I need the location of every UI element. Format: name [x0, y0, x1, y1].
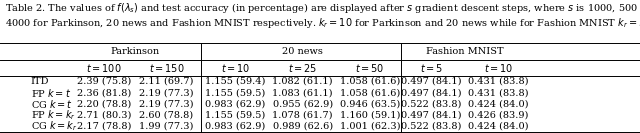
Text: 0.522 (83.8): 0.522 (83.8) — [401, 99, 461, 108]
Text: Parkinson: Parkinson — [111, 47, 160, 56]
Text: 0.497 (84.1): 0.497 (84.1) — [401, 88, 461, 97]
Text: 2.60 (78.8): 2.60 (78.8) — [140, 110, 193, 119]
Text: $t = 100$: $t = 100$ — [86, 62, 122, 74]
Text: Table 2. The values of $f(\lambda_s)$ and test accuracy (in percentage) are disp: Table 2. The values of $f(\lambda_s)$ an… — [5, 1, 640, 15]
Text: 0.522 (83.8): 0.522 (83.8) — [401, 122, 461, 131]
Text: 1.160 (59.1): 1.160 (59.1) — [340, 110, 400, 119]
Text: 0.424 (84.0): 0.424 (84.0) — [468, 122, 529, 131]
Text: 1.155 (59.4): 1.155 (59.4) — [205, 77, 266, 86]
Text: $t = 10$: $t = 10$ — [484, 62, 513, 74]
Text: 4000 for Parkinson, 20 news and Fashion MNIST respectively. $k_r = 10$ for Parki: 4000 for Parkinson, 20 news and Fashion … — [5, 16, 640, 30]
Text: 1.058 (61.6): 1.058 (61.6) — [340, 88, 400, 97]
Text: 2.39 (75.8): 2.39 (75.8) — [77, 77, 131, 86]
Text: 2.17 (78.8): 2.17 (78.8) — [77, 122, 131, 131]
Text: 2.11 (69.7): 2.11 (69.7) — [140, 77, 193, 86]
Text: FP $k=t$: FP $k=t$ — [31, 87, 71, 99]
Text: ITD: ITD — [31, 77, 49, 86]
Text: $t = 150$: $t = 150$ — [148, 62, 184, 74]
Text: 1.078 (61.7): 1.078 (61.7) — [273, 110, 333, 119]
Text: 0.983 (62.9): 0.983 (62.9) — [205, 99, 266, 108]
Text: 2.36 (81.8): 2.36 (81.8) — [77, 88, 131, 97]
Text: 1.082 (61.1): 1.082 (61.1) — [273, 77, 333, 86]
Text: 1.001 (62.3): 1.001 (62.3) — [340, 122, 400, 131]
Text: 1.058 (61.6): 1.058 (61.6) — [340, 77, 400, 86]
Text: 2.19 (77.3): 2.19 (77.3) — [139, 88, 194, 97]
Text: $t = 25$: $t = 25$ — [288, 62, 317, 74]
Text: 2.20 (78.8): 2.20 (78.8) — [77, 99, 131, 108]
Text: 0.983 (62.9): 0.983 (62.9) — [205, 122, 266, 131]
Text: $t = 5$: $t = 5$ — [420, 62, 443, 74]
Text: 0.426 (83.9): 0.426 (83.9) — [468, 110, 529, 119]
Text: 0.497 (84.1): 0.497 (84.1) — [401, 77, 461, 86]
Text: 1.155 (59.5): 1.155 (59.5) — [205, 88, 266, 97]
Text: CG $k=t$: CG $k=t$ — [31, 98, 73, 110]
Text: 20 news: 20 news — [282, 47, 323, 56]
Text: 0.497 (84.1): 0.497 (84.1) — [401, 110, 461, 119]
Text: 2.19 (77.3): 2.19 (77.3) — [139, 99, 194, 108]
Text: 2.71 (80.3): 2.71 (80.3) — [77, 110, 131, 119]
Text: 0.424 (84.0): 0.424 (84.0) — [468, 99, 529, 108]
Text: $t = 10$: $t = 10$ — [221, 62, 250, 74]
Text: 0.431 (83.8): 0.431 (83.8) — [468, 88, 529, 97]
Text: 0.946 (63.5): 0.946 (63.5) — [340, 99, 400, 108]
Text: FP $k=k_r$: FP $k=k_r$ — [31, 108, 76, 122]
Text: $t = 50$: $t = 50$ — [355, 62, 385, 74]
Text: 1.155 (59.5): 1.155 (59.5) — [205, 110, 266, 119]
Text: CG $k=k_r$: CG $k=k_r$ — [31, 119, 77, 133]
Text: 0.955 (62.9): 0.955 (62.9) — [273, 99, 333, 108]
Text: 0.431 (83.8): 0.431 (83.8) — [468, 77, 529, 86]
Text: 1.083 (61.1): 1.083 (61.1) — [273, 88, 333, 97]
Text: 1.99 (77.3): 1.99 (77.3) — [140, 122, 193, 131]
Text: 0.989 (62.6): 0.989 (62.6) — [273, 122, 333, 131]
Text: Fashion MNIST: Fashion MNIST — [426, 47, 504, 56]
